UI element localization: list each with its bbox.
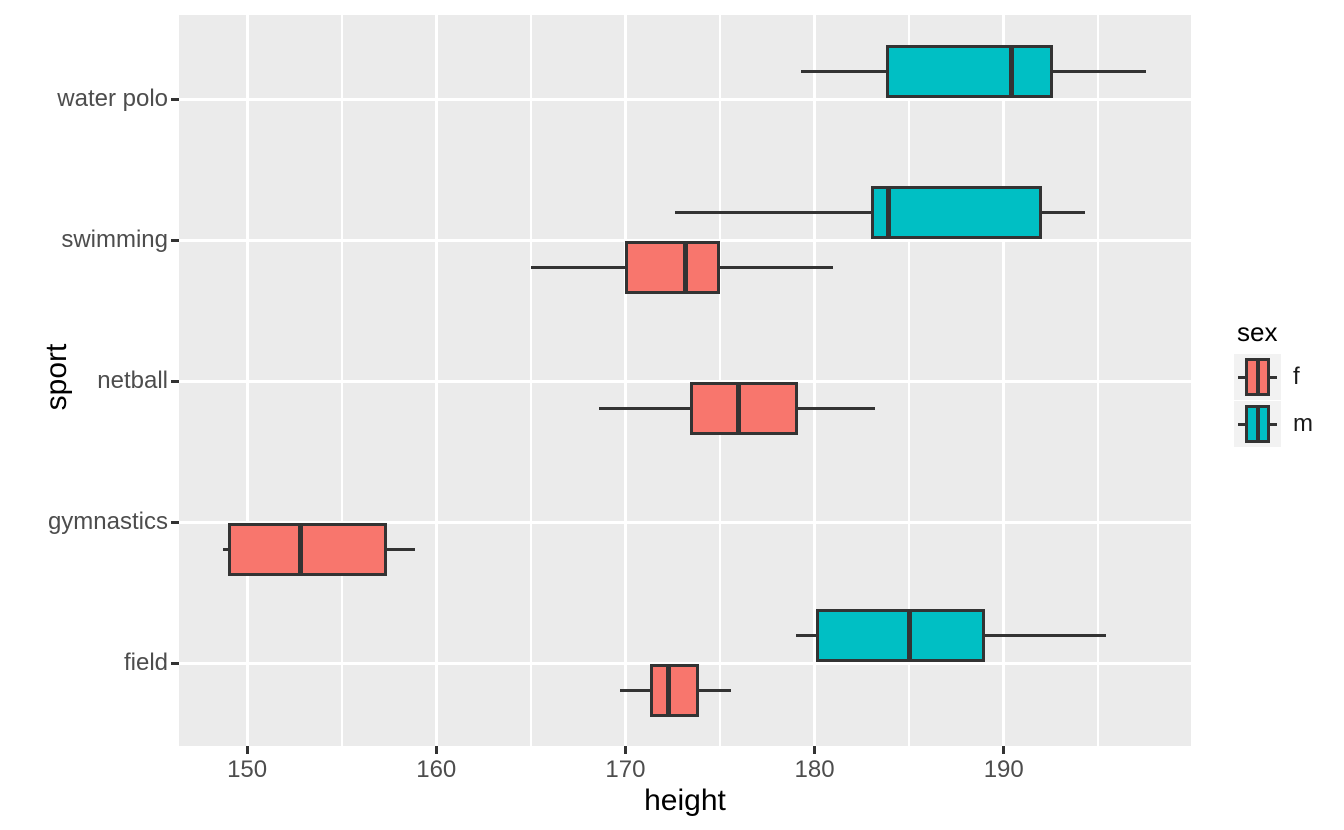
y-tick xyxy=(171,520,179,524)
boxplot-box xyxy=(871,186,1042,239)
x-axis-title: height xyxy=(644,784,726,817)
x-tick-label: 180 xyxy=(794,756,835,783)
x-tick xyxy=(623,746,627,754)
boxplot-median-line xyxy=(1008,45,1014,98)
legend-key-median-line xyxy=(1255,405,1260,443)
boxplot-box xyxy=(228,523,388,576)
y-gridline-major xyxy=(179,520,1191,524)
boxplot-median-line xyxy=(736,382,742,435)
y-category-label: water polo xyxy=(57,85,168,112)
boxplot-box xyxy=(816,609,985,662)
boxplot-box xyxy=(886,45,1053,98)
boxplot-median-line xyxy=(885,186,891,239)
y-category-label: gymnastics xyxy=(47,508,168,535)
x-tick xyxy=(245,746,249,754)
y-gridline-major xyxy=(179,379,1191,383)
y-tick xyxy=(171,379,179,383)
x-tick xyxy=(1002,746,1006,754)
x-tick-label: 190 xyxy=(983,756,1024,783)
y-axis-title: sport xyxy=(40,343,73,411)
y-category-label: netball xyxy=(97,367,168,394)
boxplot-median-line xyxy=(683,241,689,294)
plot-panel xyxy=(179,15,1191,746)
boxplot-box xyxy=(650,664,700,717)
y-tick xyxy=(171,661,179,665)
legend-key xyxy=(1234,401,1281,447)
legend-label: m xyxy=(1293,410,1313,437)
legend-title: sex xyxy=(1237,317,1278,347)
y-gridline-major xyxy=(179,97,1191,101)
y-category-label: field xyxy=(123,649,168,676)
legend-key xyxy=(1234,354,1281,400)
x-tick-label: 150 xyxy=(227,756,268,783)
legend-label: f xyxy=(1293,363,1300,390)
x-tick xyxy=(813,746,817,754)
y-category-label: swimming xyxy=(61,226,168,253)
x-tick-label: 160 xyxy=(416,756,457,783)
x-tick-label: 170 xyxy=(605,756,646,783)
legend-key-median-line xyxy=(1255,358,1260,396)
boxplot-median-line xyxy=(297,523,303,576)
x-tick xyxy=(434,746,438,754)
boxplot-box xyxy=(689,382,798,435)
boxplot-median-line xyxy=(666,664,672,717)
boxplot-box xyxy=(625,241,720,294)
y-tick xyxy=(171,97,179,101)
boxplot-median-line xyxy=(906,609,912,662)
y-gridline-major xyxy=(179,238,1191,242)
y-tick xyxy=(171,238,179,242)
y-gridline-major xyxy=(179,661,1191,665)
